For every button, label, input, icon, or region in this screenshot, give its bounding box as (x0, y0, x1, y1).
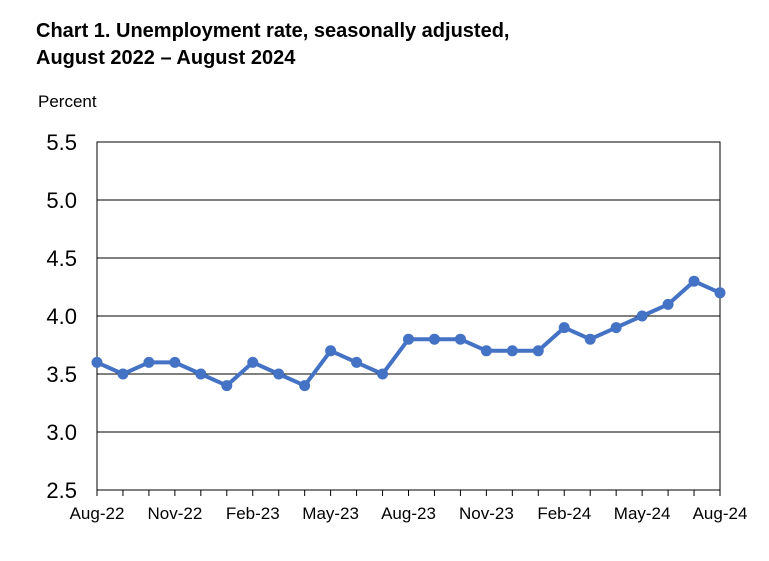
y-tick-label: 2.5 (46, 478, 77, 503)
series-line (96, 279, 721, 388)
data-point-Oct-23 (454, 333, 466, 345)
y-tick-label: 3.0 (46, 420, 77, 445)
data-point-Feb-23 (247, 356, 259, 368)
data-point-Mar-24 (584, 333, 596, 345)
data-point-Apr-23 (299, 380, 311, 392)
series-layer (91, 275, 726, 392)
data-point-Jul-24 (688, 275, 700, 287)
data-point-Mar-23 (273, 368, 285, 380)
y-tick-label: 4.0 (46, 304, 77, 329)
y-tick-label: 3.5 (46, 362, 77, 387)
y-axis-ticks: 2.5 3.0 3.5 4.0 4.5 5.0 5.5 (46, 130, 77, 503)
data-point-Jun-23 (351, 356, 363, 368)
data-point-Sep-22 (117, 368, 129, 380)
x-tick-label: May-23 (302, 504, 359, 523)
gridlines (97, 199, 720, 433)
data-point-Aug-24 (714, 287, 726, 299)
x-tick-label: Nov-23 (459, 504, 514, 523)
y-tick-label: 5.5 (46, 130, 77, 155)
data-point-Jul-23 (377, 368, 389, 380)
data-point-Aug-22 (91, 356, 103, 368)
x-tick-label: Aug-24 (693, 504, 748, 523)
data-point-Oct-22 (143, 356, 155, 368)
y-tick-label: 4.5 (46, 246, 77, 271)
data-point-Feb-24 (558, 322, 570, 334)
x-tick-label: Nov-22 (147, 504, 202, 523)
data-point-Nov-22 (169, 356, 181, 368)
data-point-Nov-23 (480, 345, 492, 357)
data-point-Jun-24 (662, 298, 674, 310)
x-tick-label: Aug-23 (381, 504, 436, 523)
data-point-May-24 (636, 310, 648, 322)
chart-title-line-1: Chart 1. Unemployment rate, seasonally a… (36, 20, 510, 42)
chart-title-line-2: August 2022 – August 2024 (36, 47, 296, 69)
x-axis-ticks: Aug-22 Nov-22 Feb-23 May-23 Aug-23 Nov-23 Feb-… (70, 490, 748, 523)
data-point-Sep-23 (428, 333, 440, 345)
data-point-May-23 (325, 345, 337, 357)
chart-title: Chart 1. Unemployment rate, seasonally a… (36, 18, 509, 72)
data-point-Jan-24 (532, 345, 544, 357)
data-point-Jan-23 (221, 380, 233, 392)
x-tick-label: Aug-22 (70, 504, 125, 523)
data-point-Aug-23 (403, 333, 414, 345)
x-tick-label: May-24 (614, 504, 671, 523)
data-point-Dec-23 (506, 345, 518, 357)
x-tick-label: Feb-23 (226, 504, 280, 523)
data-point-Apr-24 (610, 322, 622, 334)
y-axis-label: Percent (38, 92, 97, 111)
x-tick-label: Feb-24 (537, 504, 591, 523)
y-tick-label: 5.0 (46, 188, 77, 213)
data-point-Dec-22 (195, 368, 207, 380)
